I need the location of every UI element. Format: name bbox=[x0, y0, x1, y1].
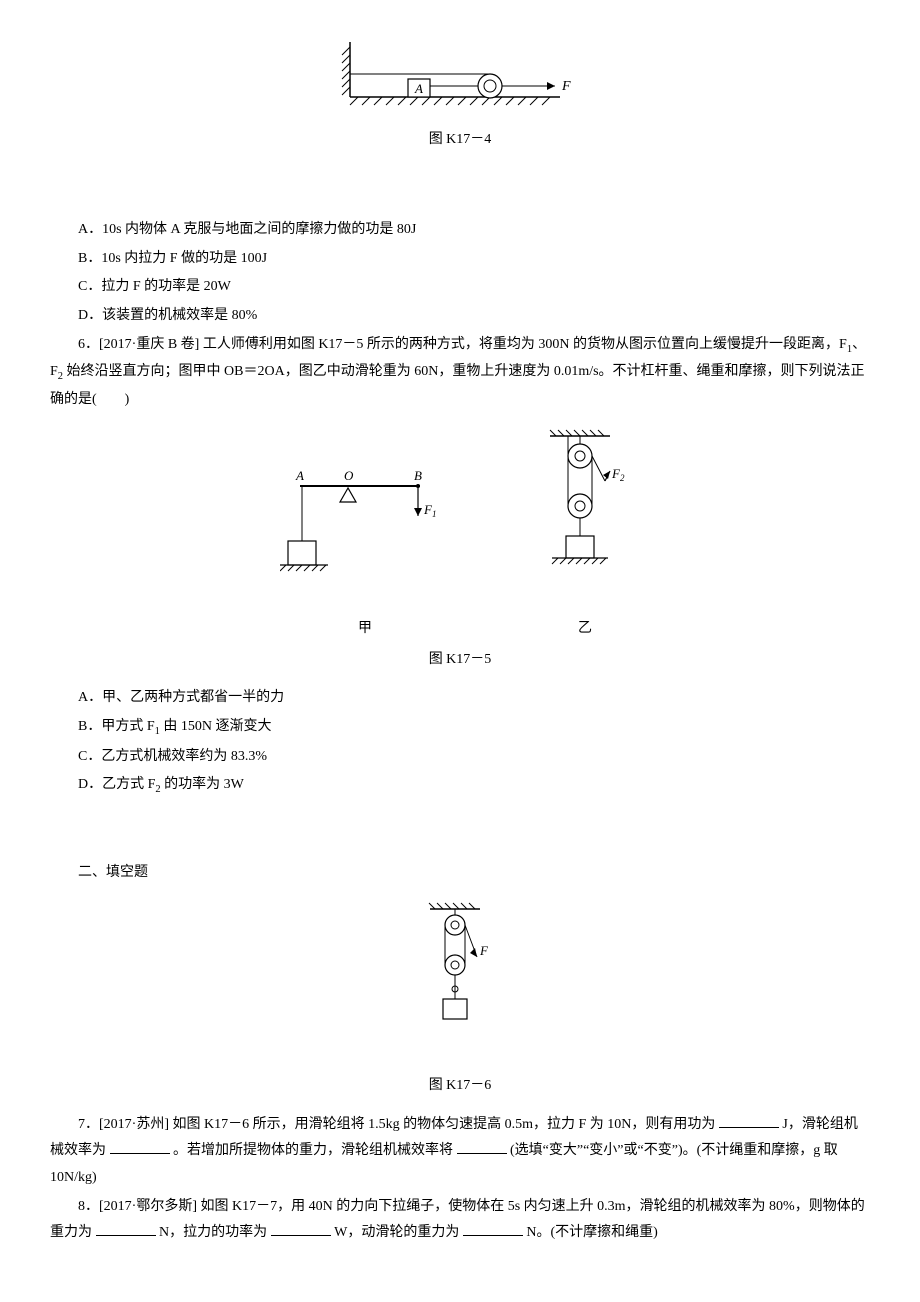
q5-opt-a: A．10s 内物体 A 克服与地面之间的摩擦力做的功是 80J bbox=[78, 217, 870, 244]
q7-blank3 bbox=[457, 1139, 507, 1154]
q5-opt-d: D．该装置的机械效率是 80% bbox=[78, 303, 870, 330]
q6-opt-b: B．甲方式 F1 由 150N 逐渐变大 bbox=[78, 714, 870, 742]
q6-opt-a: A．甲、乙两种方式都省一半的力 bbox=[78, 685, 870, 712]
figure-k17-4: A F 图 K17－4 bbox=[50, 42, 870, 153]
q8-blank3 bbox=[463, 1221, 523, 1236]
section-2-title: 二、填空题 bbox=[50, 860, 870, 887]
svg-text:F: F bbox=[561, 79, 571, 94]
svg-text:B: B bbox=[414, 468, 422, 483]
q7-blank1 bbox=[719, 1113, 779, 1128]
svg-text:A: A bbox=[414, 81, 423, 96]
q8: 8．[2017·鄂尔多斯] 如图 K17－7，用 40N 的力向下拉绳子，使物体… bbox=[50, 1194, 870, 1247]
fig5-caption: 图 K17－5 bbox=[50, 647, 870, 674]
q5-opt-b: B．10s 内拉力 F 做的功是 100J bbox=[78, 246, 870, 273]
fig5-right: F2 乙 bbox=[530, 426, 640, 643]
fig5-left-label: 甲 bbox=[280, 616, 450, 643]
q6-opt-c: C．乙方式机械效率约为 83.3% bbox=[78, 744, 870, 771]
svg-text:A: A bbox=[295, 468, 304, 483]
figure-k17-6: F 图 K17－6 bbox=[50, 899, 870, 1100]
q6-stem: 6．[2017·重庆 B 卷] 工人师傅利用如图 K17－5 所示的两种方式，将… bbox=[50, 332, 870, 414]
figure-k17-5: A O B F1 bbox=[50, 426, 870, 674]
svg-text:O: O bbox=[344, 468, 354, 483]
q6-opt-d: D．乙方式 F2 的功率为 3W bbox=[78, 772, 870, 800]
q5-opt-c: C．拉力 F 的功率是 20W bbox=[78, 274, 870, 301]
q8-blank2 bbox=[271, 1221, 331, 1236]
fig4-svg: A F bbox=[330, 42, 590, 112]
q7: 7．[2017·苏州] 如图 K17－6 所示，用滑轮组将 1.5kg 的物体匀… bbox=[50, 1112, 870, 1192]
svg-text:F2: F2 bbox=[611, 466, 625, 483]
fig4-caption: 图 K17－4 bbox=[50, 127, 870, 154]
svg-text:F: F bbox=[479, 943, 489, 958]
q5-options: A．10s 内物体 A 克服与地面之间的摩擦力做的功是 80J B．10s 内拉… bbox=[50, 217, 870, 329]
q8-blank1 bbox=[96, 1221, 156, 1236]
fig5-right-label: 乙 bbox=[530, 616, 640, 643]
q7-blank2 bbox=[110, 1139, 170, 1154]
fig5-left: A O B F1 bbox=[280, 456, 450, 643]
fig6-caption: 图 K17－6 bbox=[50, 1073, 870, 1100]
svg-text:F1: F1 bbox=[423, 502, 436, 519]
q6-options: A．甲、乙两种方式都省一半的力 B．甲方式 F1 由 150N 逐渐变大 C．乙… bbox=[50, 685, 870, 800]
